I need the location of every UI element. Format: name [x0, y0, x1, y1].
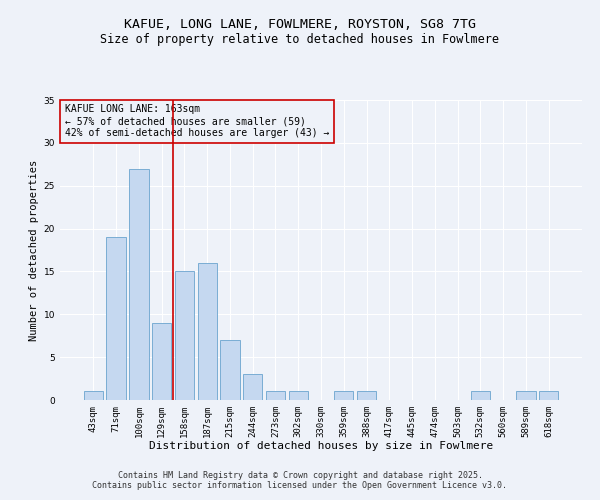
Bar	[357, 392, 376, 400]
Bar	[129, 168, 149, 400]
Bar	[220, 340, 239, 400]
Bar	[289, 392, 308, 400]
Bar	[243, 374, 262, 400]
Text: Contains HM Land Registry data © Crown copyright and database right 2025.
Contai: Contains HM Land Registry data © Crown c…	[92, 470, 508, 490]
Bar	[470, 392, 490, 400]
Bar	[84, 392, 103, 400]
Bar	[266, 392, 285, 400]
Bar	[106, 237, 126, 400]
Text: KAFUE LONG LANE: 163sqm
← 57% of detached houses are smaller (59)
42% of semi-de: KAFUE LONG LANE: 163sqm ← 57% of detache…	[65, 104, 329, 138]
Bar	[152, 323, 172, 400]
Text: Size of property relative to detached houses in Fowlmere: Size of property relative to detached ho…	[101, 32, 499, 46]
Bar	[175, 272, 194, 400]
Y-axis label: Number of detached properties: Number of detached properties	[29, 160, 40, 340]
Bar	[516, 392, 536, 400]
Bar	[334, 392, 353, 400]
X-axis label: Distribution of detached houses by size in Fowlmere: Distribution of detached houses by size …	[149, 442, 493, 452]
Bar	[539, 392, 558, 400]
Bar	[197, 263, 217, 400]
Text: KAFUE, LONG LANE, FOWLMERE, ROYSTON, SG8 7TG: KAFUE, LONG LANE, FOWLMERE, ROYSTON, SG8…	[124, 18, 476, 30]
